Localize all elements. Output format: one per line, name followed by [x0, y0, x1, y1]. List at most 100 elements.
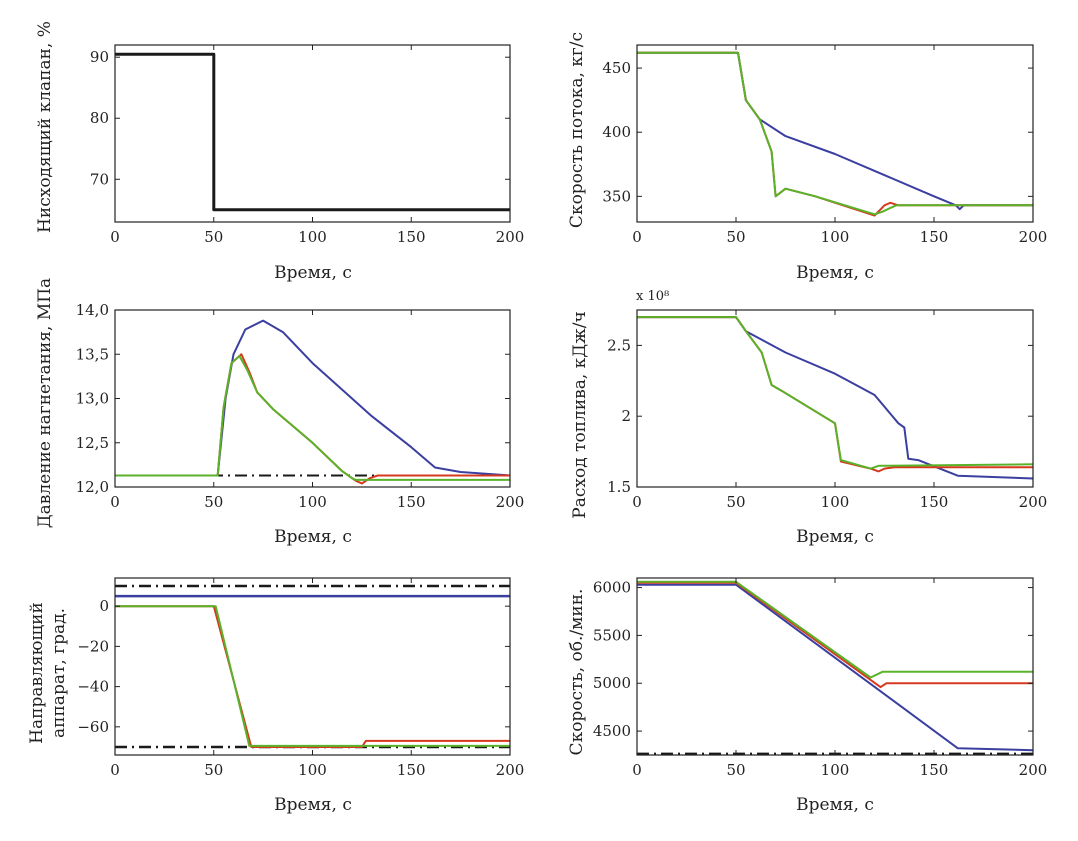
igv-axes-frame	[114, 577, 511, 756]
speed-xtick-label: 200	[1019, 761, 1048, 779]
flow-xtick-label: 100	[821, 228, 850, 246]
igv-xtick-label: 50	[204, 761, 223, 779]
igv-xtick-label: 200	[496, 761, 525, 779]
speed-xtick-label: 0	[632, 761, 642, 779]
pressure-plot-area: 0 50 100 150 200 12,0 12,5 13,0 13,5 14,0	[76, 301, 525, 511]
panel-pressure: 0 50 100 150 200 12,0 12,5 13,0 13,5 14,0 Давлени…	[35, 278, 524, 547]
valve-ytick-label: 80	[90, 109, 109, 127]
flow-series-line-2	[637, 51, 1033, 216]
pressure-ytick-label: 13,5	[76, 345, 109, 363]
valve-ytick-label: 70	[90, 170, 109, 188]
igv-ytick-label: 0	[99, 597, 109, 615]
pressure-xtick-label: 0	[110, 493, 120, 511]
speed-xlabel: Время, с	[796, 795, 874, 815]
fuel-axes-frame	[636, 309, 1034, 488]
pressure-xtick-label: 200	[496, 493, 525, 511]
valve-plot-area: 0 50 100 150 200 70 80 90	[90, 44, 525, 246]
pressure-series-line-1	[115, 319, 510, 477]
speed-axes-frame	[636, 577, 1034, 756]
speed-plot-area: 0 50 100 150 200 4500 5000 5500 6000	[593, 577, 1048, 779]
flow-plot-area: 0 50 100 150 200 350 400 450	[602, 44, 1047, 246]
speed-xtick-label: 150	[920, 761, 949, 779]
speed-series-group	[637, 580, 1033, 755]
pressure-ytick-label: 12,0	[76, 478, 109, 496]
speed-ytick-label: 5000	[593, 674, 631, 692]
fuel-xtick-label: 200	[1019, 493, 1048, 511]
valve-xtick-label: 100	[298, 228, 327, 246]
panel-flow: 0 50 100 150 200 350 400 450 Скорость потока, к…	[567, 32, 1047, 283]
fuel-xtick-label: 50	[726, 493, 745, 511]
pressure-ytick-label: 12,5	[76, 434, 109, 452]
fuel-series-line-1	[637, 316, 1033, 473]
flow-ytick-label: 400	[602, 123, 631, 141]
speed-xtick-label: 50	[726, 761, 745, 779]
speed-ylabel: Скорость, об./мин.	[567, 589, 587, 756]
fuel-xlabel: Время, с	[796, 527, 874, 547]
pressure-xtick-label: 100	[298, 493, 327, 511]
speed-ytick-label: 4500	[593, 722, 631, 740]
pressure-ytick-label: 14,0	[76, 301, 109, 319]
speed-series-line-1	[637, 583, 1033, 752]
valve-ytick-label: 90	[90, 48, 109, 66]
pressure-series-group	[115, 319, 510, 485]
valve-series-group	[115, 52, 510, 212]
igv-xtick-label: 150	[397, 761, 426, 779]
igv-ytick-label: −40	[77, 678, 109, 696]
flow-xtick-label: 50	[726, 228, 745, 246]
pressure-series-line-2	[115, 353, 510, 485]
flow-series-group	[637, 51, 1033, 217]
fuel-exponent-label: x 10⁸	[636, 289, 669, 304]
flow-axes-frame	[636, 44, 1034, 223]
speed-series-line-3	[637, 580, 1033, 679]
valve-xtick-label: 50	[204, 228, 223, 246]
valve-xlabel: Время, с	[274, 263, 352, 283]
panel-speed: 0 50 100 150 200 4500 5000 5500 6000 Скорость, о…	[567, 577, 1048, 815]
fuel-plot-area: 0 50 100 150 200 1.5 2 2.5	[607, 309, 1048, 511]
panel-fuel: 0 50 100 150 200 1.5 2 2.5 x 10⁸ Расход топлива…	[570, 289, 1047, 547]
flow-xlabel: Время, с	[796, 263, 874, 283]
flow-ytick-label: 450	[602, 59, 631, 77]
valve-xtick-label: 200	[496, 228, 525, 246]
pressure-ytick-label: 13,0	[76, 390, 109, 408]
pressure-series-line-3	[115, 355, 510, 481]
fuel-xtick-label: 150	[920, 493, 949, 511]
flow-series-line-1	[637, 51, 1033, 217]
flow-xtick-label: 0	[632, 228, 642, 246]
valve-ylabel: Нисходящий клапан, %	[35, 21, 55, 233]
igv-series-group	[115, 584, 510, 749]
speed-ytick-label: 5500	[593, 626, 631, 644]
igv-ytick-label: −60	[77, 718, 109, 736]
fuel-xtick-label: 100	[821, 493, 850, 511]
speed-xtick-label: 100	[821, 761, 850, 779]
fuel-ytick-label: 2.5	[607, 336, 631, 354]
igv-series-line-4	[115, 605, 510, 747]
valve-series-line-0	[115, 52, 510, 212]
valve-xtick-label: 0	[110, 228, 120, 246]
valve-xtick-label: 150	[397, 228, 426, 246]
panel-igv: 0 50 100 150 200 −60 −40 −20 0 Направляющий аппа…	[27, 577, 525, 815]
igv-ylabel-line-2: аппарат, град.	[49, 608, 69, 738]
pressure-axes-frame	[114, 309, 511, 488]
igv-series-line-3	[115, 605, 510, 748]
fuel-ytick-label: 1.5	[607, 478, 631, 496]
flow-series-line-0	[637, 51, 1033, 211]
igv-xtick-label: 0	[110, 761, 120, 779]
flow-xtick-label: 150	[920, 228, 949, 246]
pressure-xlabel: Время, с	[274, 527, 352, 547]
igv-xlabel: Время, с	[274, 795, 352, 815]
igv-ylabel-line-1: Направляющий	[27, 602, 47, 744]
igv-plot-area: 0 50 100 150 200 −60 −40 −20 0	[77, 577, 525, 779]
fuel-xtick-label: 0	[632, 493, 642, 511]
pressure-xtick-label: 150	[397, 493, 426, 511]
flow-ytick-label: 350	[602, 187, 631, 205]
speed-ytick-label: 6000	[593, 579, 631, 597]
igv-xtick-label: 100	[298, 761, 327, 779]
fuel-series-line-2	[637, 316, 1033, 470]
fuel-ylabel: Расход топлива, кДж/ч	[570, 311, 590, 518]
valve-axes-frame	[114, 44, 511, 223]
flow-ylabel: Скорость потока, кг/с	[567, 32, 587, 228]
pressure-ylabel: Давление нагнетания, МПа	[35, 278, 55, 528]
fuel-ytick-label: 2	[621, 407, 631, 425]
